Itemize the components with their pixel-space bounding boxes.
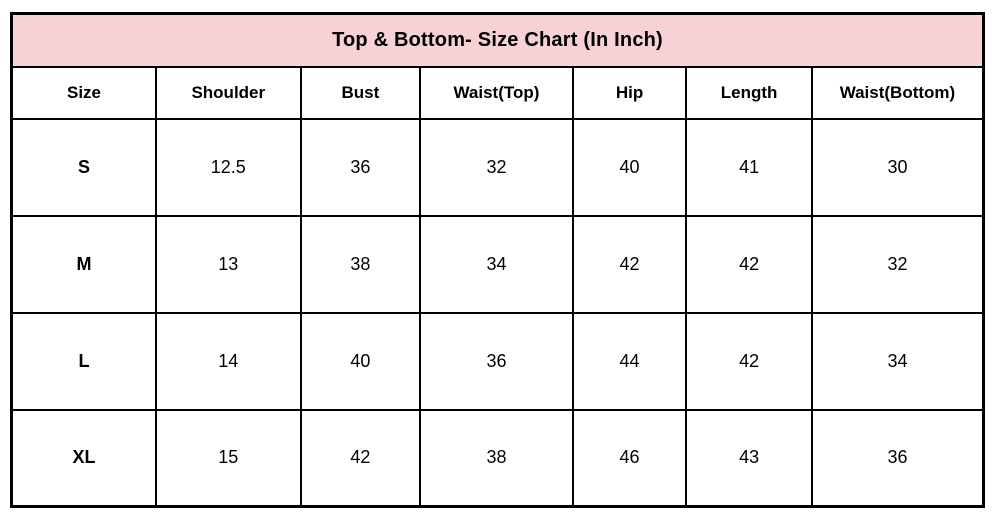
cell-bust: 40: [299, 311, 422, 411]
cell-length: 42: [685, 311, 813, 411]
cell-length: 42: [685, 214, 813, 314]
cell-hip: 40: [571, 117, 688, 217]
cell-shoulder: 12.5: [155, 117, 302, 217]
cell-bust: 38: [299, 214, 422, 314]
cell-waist-bottom: 30: [810, 117, 985, 217]
cell-shoulder: 14: [155, 311, 302, 411]
column-header-size: Size: [10, 65, 158, 120]
cell-size-label: S: [10, 117, 158, 217]
column-header-shoulder: Shoulder: [155, 65, 302, 120]
cell-length: 43: [685, 408, 813, 508]
cell-waist-top: 38: [419, 408, 574, 508]
cell-shoulder: 13: [155, 214, 302, 314]
cell-shoulder: 15: [155, 408, 302, 508]
column-header-waist-top: Waist(Top): [419, 65, 574, 120]
column-header-hip: Hip: [571, 65, 688, 120]
cell-bust: 36: [299, 117, 422, 217]
cell-waist-top: 34: [419, 214, 574, 314]
cell-waist-top: 32: [419, 117, 574, 217]
cell-waist-bottom: 32: [810, 214, 985, 314]
cell-waist-bottom: 36: [810, 408, 985, 508]
table-row-xl: XL 15 42 38 46 43 36: [10, 408, 985, 508]
cell-hip: 46: [571, 408, 688, 508]
title-row: Top & Bottom- Size Chart (In Inch): [10, 12, 985, 68]
column-header-length: Length: [685, 65, 813, 120]
header-row: Size Shoulder Bust Waist(Top) Hip Length…: [10, 65, 985, 120]
cell-length: 41: [685, 117, 813, 217]
cell-waist-bottom: 34: [810, 311, 985, 411]
cell-waist-top: 36: [419, 311, 574, 411]
cell-size-label: L: [10, 311, 158, 411]
column-header-waist-bottom: Waist(Bottom): [810, 65, 985, 120]
cell-size-label: XL: [10, 408, 158, 508]
table-row-l: L 14 40 36 44 42 34: [10, 311, 985, 411]
cell-hip: 44: [571, 311, 688, 411]
cell-hip: 42: [571, 214, 688, 314]
column-header-bust: Bust: [299, 65, 422, 120]
table-row-m: M 13 38 34 42 42 32: [10, 214, 985, 314]
size-chart-table: Top & Bottom- Size Chart (In Inch) Size …: [10, 12, 985, 508]
chart-title: Top & Bottom- Size Chart (In Inch): [10, 12, 985, 68]
cell-size-label: M: [10, 214, 158, 314]
cell-bust: 42: [299, 408, 422, 508]
table-row-s: S 12.5 36 32 40 41 30: [10, 117, 985, 217]
